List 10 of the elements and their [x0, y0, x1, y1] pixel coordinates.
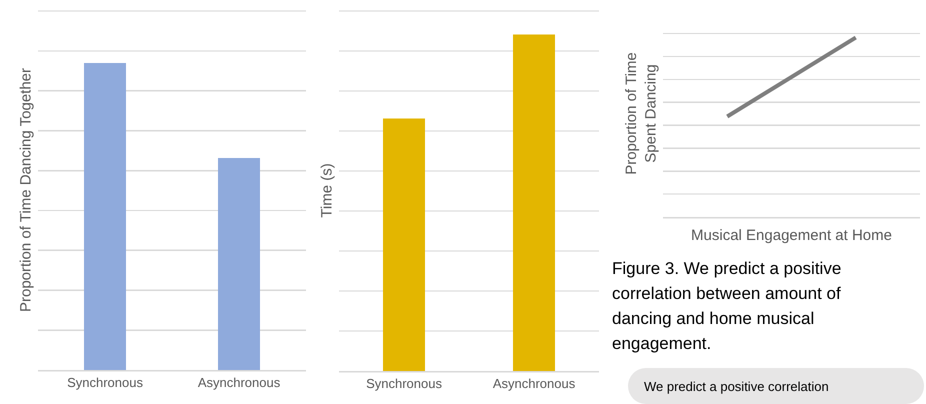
- x-tick-label: Asynchronous: [198, 374, 281, 390]
- x-axis-title: Musical Engagement at Home: [691, 227, 892, 244]
- text: We predict a positive correlation: [628, 368, 924, 404]
- caption: Figure 3. We predict a positive correlation between amount of dancing and home musical engagement.: [612, 258, 842, 355]
- y-axis-title: Proportion of Time Dancing Together: [17, 68, 34, 312]
- x-tick-label: Synchronous: [366, 376, 442, 391]
- x-tick-label: Synchronous: [67, 374, 144, 390]
- y-axis-title: Proportion of Time Spent Dancing: [622, 52, 660, 175]
- y-axis-title: Time (s): [318, 163, 336, 218]
- x-tick-label: Asynchronous: [492, 376, 576, 391]
